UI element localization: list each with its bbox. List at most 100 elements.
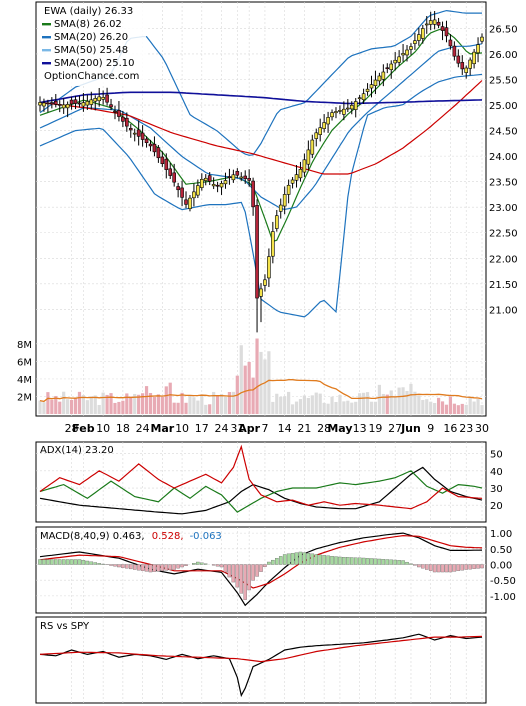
candle-body xyxy=(180,187,184,198)
volume-bar xyxy=(452,403,456,414)
candle-body xyxy=(207,175,212,182)
macd-histogram-bar xyxy=(61,559,66,565)
macd-histogram-bar xyxy=(132,564,137,570)
macd-histogram-bar xyxy=(361,557,366,565)
volume-bar xyxy=(421,399,425,414)
volume-bar xyxy=(73,398,78,414)
volume-average-line xyxy=(39,379,483,403)
candle-body xyxy=(278,204,283,212)
macd-histogram-bar xyxy=(54,559,58,565)
macd-histogram-bar xyxy=(113,564,117,567)
date-tick-label: Jun xyxy=(400,422,421,435)
volume-bar xyxy=(314,392,318,414)
date-tick-label: 23 xyxy=(459,422,473,435)
macd-histogram-bar xyxy=(251,564,255,581)
rs-line-rs xyxy=(39,633,483,698)
volume-bar xyxy=(152,396,157,414)
macd-histogram-bar xyxy=(93,562,98,565)
volume-bar xyxy=(425,399,429,414)
candle-body xyxy=(77,102,82,105)
candle-body xyxy=(38,102,42,106)
candle-body xyxy=(140,132,145,140)
candle-body xyxy=(294,174,299,181)
volume-bar xyxy=(275,393,279,414)
date-tick-label: Mar xyxy=(150,422,174,435)
macd-histogram-bar xyxy=(377,558,382,565)
candle-body xyxy=(239,176,244,179)
volume-tick-label: 2M xyxy=(17,392,32,403)
volume-bar xyxy=(58,401,62,414)
macd-histogram-bar xyxy=(136,564,141,571)
candle-body xyxy=(318,127,322,135)
candle-body xyxy=(101,97,105,100)
volume-bar xyxy=(290,404,295,414)
candle-body xyxy=(113,110,117,113)
volume-bar xyxy=(342,401,346,414)
macd-histogram-bar xyxy=(267,561,271,565)
macd-histogram-bar xyxy=(440,564,445,573)
macd-histogram-bar xyxy=(148,564,153,573)
volume-bar xyxy=(389,390,393,414)
candle-body xyxy=(231,174,236,181)
macd-histogram-bar xyxy=(38,559,42,565)
adx-title: ADX(14) 23.20 xyxy=(40,445,114,456)
volume-bar xyxy=(168,382,172,414)
volume-bar xyxy=(306,397,310,414)
macd-histogram-bar xyxy=(247,564,251,591)
volume-bar xyxy=(476,398,480,414)
candle-body xyxy=(464,67,469,73)
candle-body xyxy=(456,55,461,64)
candle-body xyxy=(349,105,354,110)
macd-histogram-bar xyxy=(480,564,484,569)
indicator-line--di xyxy=(39,470,483,513)
macd-histogram-bar xyxy=(140,564,145,571)
macd-histogram-bar xyxy=(180,564,184,568)
macd-histogram-bar xyxy=(472,564,476,569)
volume-bar xyxy=(385,394,389,414)
volume-bar xyxy=(294,401,299,414)
macd-histogram-bar xyxy=(77,559,82,565)
candle-body xyxy=(46,102,50,105)
candle-body xyxy=(211,184,216,187)
candle-body xyxy=(322,122,326,129)
candle-body xyxy=(310,139,315,155)
volume-bar xyxy=(326,403,330,414)
indicator-tick-label: 30 xyxy=(490,484,503,495)
legend-entry: SMA(8) 26.02 xyxy=(54,19,122,30)
candle-body xyxy=(401,53,405,56)
candle-body xyxy=(105,94,109,103)
macd-histogram-bar xyxy=(452,564,457,572)
indicator-line--di xyxy=(39,444,483,510)
volume-bar xyxy=(101,392,105,414)
volume-bar xyxy=(298,399,303,414)
candle-body xyxy=(259,288,263,297)
price-tick-label: 26.00 xyxy=(489,50,518,61)
volume-bar xyxy=(263,359,267,414)
candle-body xyxy=(417,34,421,41)
date-tick-label: Apr xyxy=(238,422,260,435)
volume-bar xyxy=(208,404,212,414)
candle-body xyxy=(243,175,248,179)
macd-histogram-bar xyxy=(200,562,204,565)
macd-histogram-bar xyxy=(381,559,386,565)
volume-bar xyxy=(196,400,200,414)
candle-body xyxy=(42,102,46,107)
candle-body xyxy=(109,104,113,108)
candle-body xyxy=(184,199,188,205)
macd-histogram-bar xyxy=(172,564,176,570)
candle-body xyxy=(444,27,449,37)
candle-body xyxy=(188,197,192,209)
macd-histogram-bar xyxy=(219,564,224,568)
date-tick-label: 24 xyxy=(215,422,229,435)
macd-histogram-bar xyxy=(421,564,425,569)
price-tick-label: 24.00 xyxy=(489,152,518,163)
macd-histogram-bar xyxy=(184,564,188,566)
legend-entry: EWA (daily) 26.33 xyxy=(44,6,133,17)
candle-body xyxy=(219,183,224,188)
candle-body xyxy=(468,59,472,69)
volume-bar xyxy=(81,395,86,414)
volume-bar xyxy=(89,396,93,414)
macd-histogram-bar xyxy=(432,564,437,573)
macd-histogram-bar xyxy=(129,564,133,570)
volume-bar xyxy=(156,394,160,414)
